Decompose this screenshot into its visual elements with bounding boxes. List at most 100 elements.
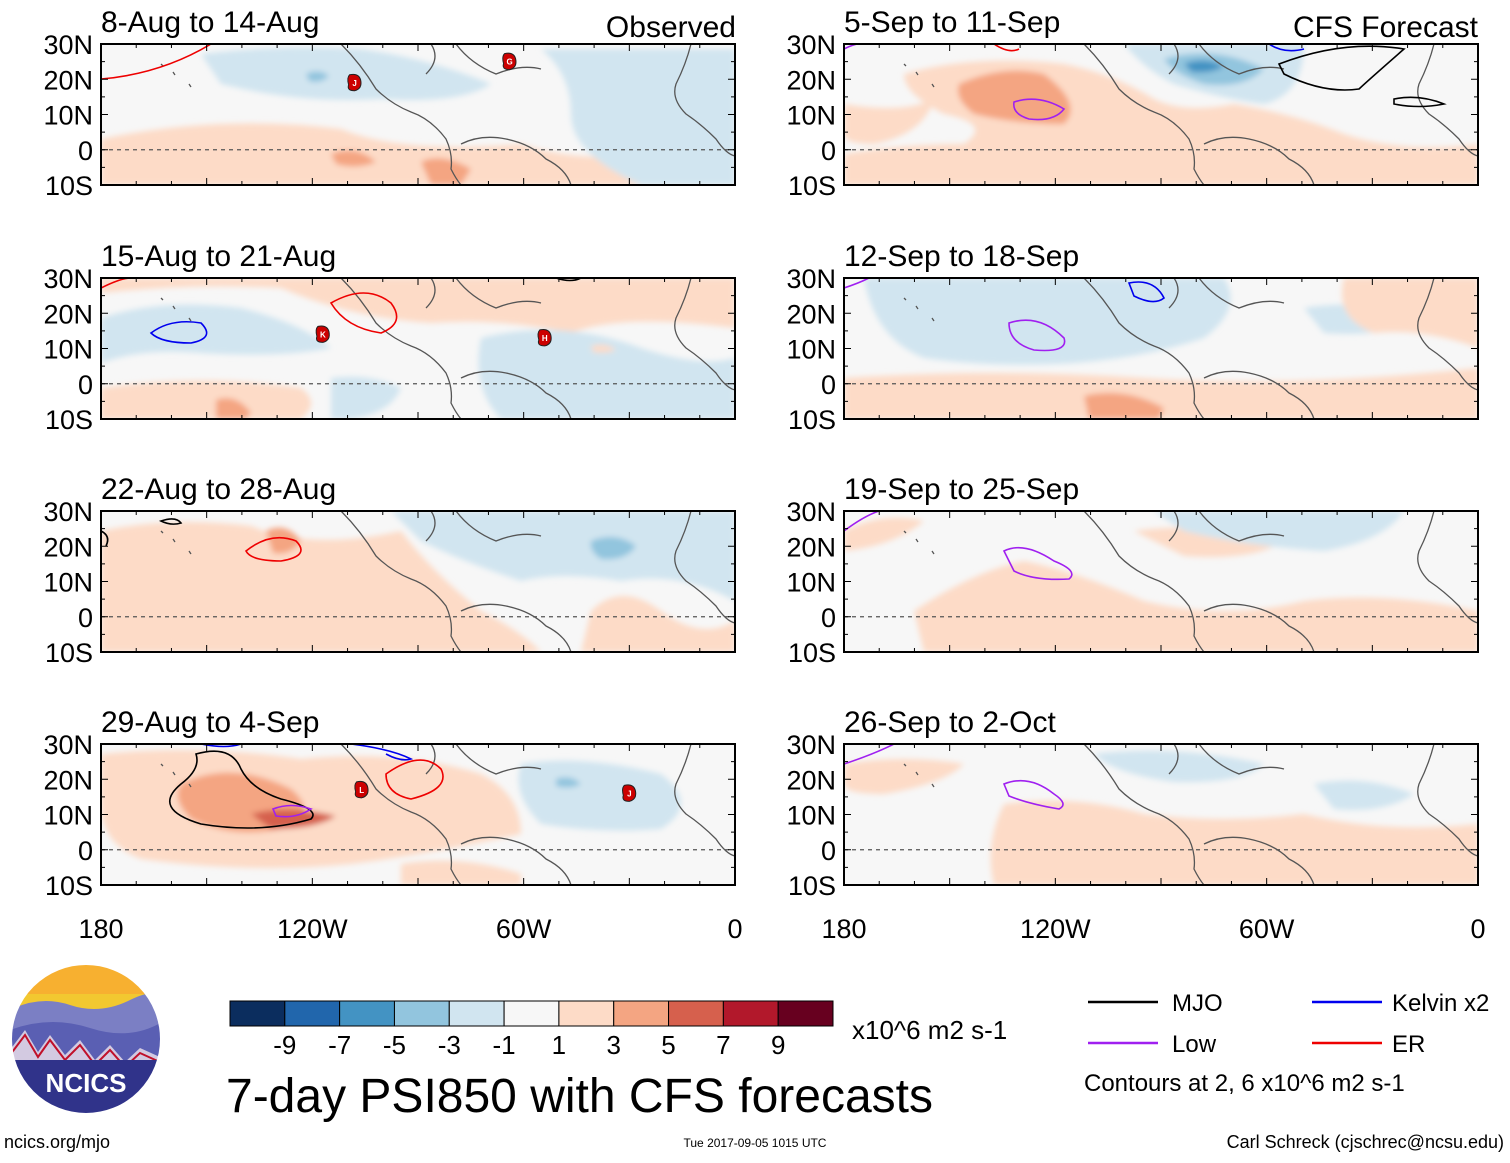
- lat-tick-label: 10S: [45, 638, 93, 668]
- anomaly-area: [1184, 60, 1224, 73]
- colorbar-level-label: 9: [771, 1030, 785, 1060]
- contour-line: [1012, 98, 1066, 121]
- anomaly-area: [101, 278, 735, 333]
- coastline: [903, 44, 1478, 185]
- colorbar-swatch: [613, 1000, 670, 1027]
- colorbar-swatch: [393, 1000, 450, 1027]
- contour-note: Contours at 2, 6 x10^6 m2 s-1: [1084, 1070, 1405, 1097]
- panel-title: 15-Aug to 21-Aug: [101, 240, 336, 273]
- footer-timestamp: Tue 2017-09-05 1015 UTC: [684, 1136, 827, 1150]
- panel-title: 22-Aug to 28-Aug: [101, 473, 336, 506]
- coastline: [903, 511, 1478, 652]
- lat-tick-label: 20N: [786, 532, 836, 562]
- contour-line: [993, 44, 1020, 52]
- contour-line: [169, 750, 314, 829]
- contour-line: [101, 530, 109, 547]
- anomaly-area: [251, 809, 336, 829]
- lat-tick-label: 10S: [788, 638, 836, 668]
- anomaly-area: [864, 278, 1231, 365]
- colorbar-swatch: [558, 1000, 615, 1027]
- footer-author: Carl Schreck (cjschrec@ncsu.edu): [1227, 1132, 1504, 1152]
- anomaly-area: [844, 99, 934, 144]
- storm-marker: G: [502, 52, 517, 71]
- panel-title: 8-Aug to 14-Aug: [101, 6, 319, 39]
- lat-tick-label: 20N: [43, 765, 93, 795]
- storm-marker: K: [315, 325, 330, 343]
- contour-line: [101, 44, 212, 80]
- lat-tick-label: 30N: [43, 730, 93, 760]
- anomaly-area: [421, 158, 471, 185]
- anomaly-area: [844, 368, 1478, 419]
- contour-line: [1008, 319, 1066, 352]
- contour-line: [1002, 546, 1073, 581]
- lat-tick-label: 30N: [786, 497, 836, 527]
- contour-line: [1002, 779, 1064, 810]
- colorbar-level-label: -7: [328, 1030, 351, 1060]
- lat-tick-label: 10N: [786, 335, 836, 365]
- panel-6: 12-Sep to 18-Sep 30N 20N 10N 0 10S: [786, 240, 1479, 435]
- legend: MJO Kelvin x2 Low ER Contours at 2, 6 x1…: [1084, 990, 1489, 1097]
- logo-text: NCICS: [46, 1068, 127, 1098]
- panel-4: L J 29-Aug to 4-Sep 30N 20N 10N 0 10S: [43, 706, 736, 901]
- lon-tick-label: 180: [821, 914, 866, 944]
- contour-line: [1268, 44, 1305, 52]
- lat-tick-label: 30N: [43, 30, 93, 60]
- panel-1: J G 8-Aug to 14-Aug 30N 20N 10N 0 10S: [43, 6, 736, 201]
- contour-line: [149, 320, 208, 344]
- lat-tick-label: 0: [78, 603, 93, 633]
- footer-url: ncics.org/mjo: [4, 1132, 110, 1152]
- anomaly-area: [581, 596, 735, 652]
- anomaly-area: [1084, 392, 1164, 419]
- lat-tick-label: 10N: [786, 101, 836, 131]
- lon-tick-label: 60W: [496, 914, 552, 944]
- storm-marker: L: [354, 780, 369, 799]
- colorbar-level-label: 5: [661, 1030, 675, 1060]
- lat-tick-label: 10N: [43, 101, 93, 131]
- storm-marker: J: [622, 784, 637, 802]
- storm-label: K: [320, 330, 326, 339]
- storm-marker: J: [347, 73, 362, 92]
- lat-tick-label: 30N: [43, 497, 93, 527]
- contour-line: [1127, 281, 1166, 303]
- legend-label-mjo: MJO: [1172, 990, 1223, 1017]
- panel-7: 19-Sep to 25-Sep 30N 20N 10N 0 10S: [786, 473, 1479, 668]
- lat-tick-label: 0: [821, 836, 836, 866]
- anomaly-area: [331, 376, 401, 419]
- anomaly-area: [101, 304, 331, 363]
- anomaly-area: [1154, 511, 1404, 551]
- lat-tick-label: 30N: [786, 30, 836, 60]
- lon-tick-label: 180: [78, 914, 123, 944]
- lat-tick-label: 0: [821, 603, 836, 633]
- map-panels: J G 8-Aug to 14-Aug 30N 20N 10N 0 10S K H 15-Aug t…: [43, 6, 1479, 901]
- lon-tick-label: 60W: [1239, 914, 1295, 944]
- lat-tick-label: 10N: [43, 801, 93, 831]
- storm-label: J: [627, 789, 631, 798]
- coastline: [160, 278, 735, 419]
- lat-tick-label: 0: [78, 136, 93, 166]
- storm-label: L: [359, 786, 364, 795]
- anomaly-area: [990, 800, 1478, 885]
- colorbar-swatch: [229, 1000, 286, 1027]
- panel-5: 5-Sep to 11-Sep 30N 20N 10N 0 10S: [786, 6, 1479, 201]
- lat-tick-label: 10S: [45, 171, 93, 201]
- contour-line: [350, 744, 414, 761]
- lat-tick-label: 20N: [43, 299, 93, 329]
- lat-tick-label: 20N: [786, 299, 836, 329]
- coastline: [160, 511, 735, 652]
- observed-label: Observed: [606, 11, 736, 44]
- storm-label: H: [542, 334, 548, 343]
- forecast-label: CFS Forecast: [1293, 11, 1479, 44]
- anomaly-area: [1342, 278, 1478, 348]
- colorbar-level-label: -5: [383, 1030, 406, 1060]
- contour-line: [844, 744, 895, 765]
- lat-tick-label: 0: [78, 370, 93, 400]
- colorbar-level-label: -9: [273, 1030, 296, 1060]
- panel-2: K H 15-Aug to 21-Aug 30N 20N 10N 0 10S: [43, 240, 736, 435]
- anomaly-area: [1314, 780, 1414, 810]
- anomaly-area: [844, 517, 924, 551]
- contour-line: [244, 536, 302, 562]
- lat-tick-label: 30N: [786, 264, 836, 294]
- storm-marker: H: [537, 328, 552, 347]
- longitude-axis: 180 120W 60W 0 180 120W 60W 0: [78, 914, 1485, 944]
- contour-line: [158, 518, 183, 525]
